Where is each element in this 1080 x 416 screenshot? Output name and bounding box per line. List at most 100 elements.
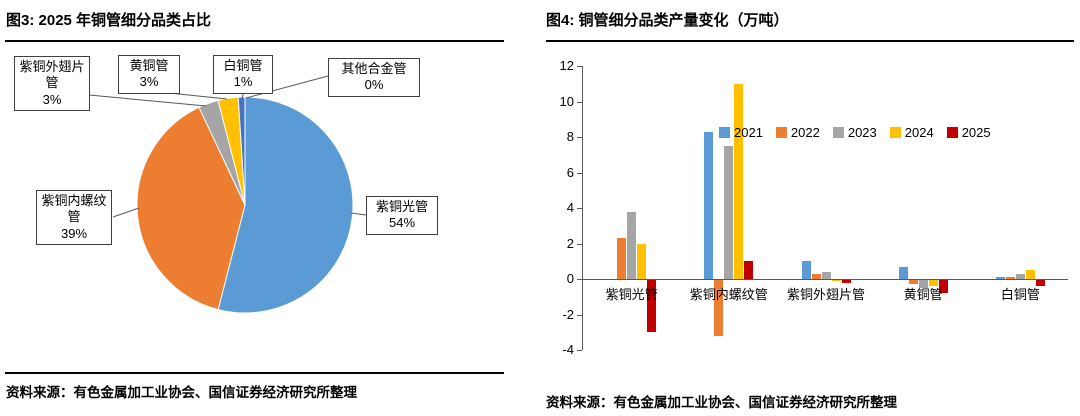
pie-callout-label: 紫铜内螺纹管 [41, 193, 107, 225]
pie-callout-value: 3% [42, 91, 62, 107]
bar-2021-4 [995, 277, 1005, 279]
pie-callout-inner-grooved-tube: 紫铜内螺纹管 39% [36, 190, 112, 245]
pie-callout-value: 1% [233, 74, 253, 90]
bar-2023-4 [1015, 273, 1025, 279]
y-tick-mark [577, 101, 582, 103]
bar-2025-0 [647, 279, 657, 333]
pie-slice-0 [217, 96, 354, 314]
y-tick-label: 0 [566, 271, 574, 286]
legend-swatch [775, 127, 787, 138]
pie-callout-value: 39% [60, 225, 88, 241]
legend-item-2022: 2022 [775, 125, 820, 140]
legend-swatch [832, 127, 844, 138]
y-tick-label: 2 [566, 235, 574, 251]
pie-callout-value: 54% [388, 215, 416, 231]
bar-2023-3 [918, 279, 928, 288]
y-tick-label: 6 [566, 164, 574, 180]
figure4-title: 图4: 铜管细分品类产量变化（万吨） [546, 12, 789, 29]
pie-callout-finned-copper-tube: 紫铜外翅片管 3% [14, 56, 90, 111]
legend-swatch [889, 127, 901, 138]
legend: 2021 2022 2023 2024 2025 [719, 125, 991, 140]
pie-callout-label: 紫铜外翅片管 [19, 59, 85, 91]
pie-callout-other-alloy-tube: 其他合金管 0% [328, 58, 420, 97]
pie-callout-value: 0% [364, 77, 384, 93]
figure3-title: 图3: 2025 年铜管细分品类占比 [6, 12, 212, 29]
x-axis-label: 紫铜光管 [605, 287, 658, 302]
legend-label: 2022 [790, 125, 820, 140]
y-tick-label: -4 [562, 342, 574, 357]
y-tick-mark [577, 66, 582, 67]
figure3-source: 资料来源：有色金属加工业协会、国信证券经济研究所整理 [6, 385, 357, 400]
figure3-bottom-rule [5, 372, 504, 374]
pie-callout-brass-tube: 黄铜管 3% [118, 55, 180, 94]
bar-2021-2 [801, 261, 811, 279]
legend-swatch [719, 127, 730, 138]
leader-line-other [245, 75, 329, 99]
pie-callout-label: 黄铜管 [129, 58, 169, 73]
y-tick-mark [577, 279, 582, 280]
y-tick-mark [577, 243, 582, 245]
legend-item-2023: 2023 [832, 125, 877, 140]
bar-2022-1 [714, 279, 724, 336]
y-tick-mark [577, 208, 582, 209]
bar-2022-0 [617, 238, 627, 279]
x-axis-label: 白铜管 [1000, 287, 1040, 302]
bar-2021-3 [898, 266, 908, 279]
figure3-panel: 图3: 2025 年铜管细分品类占比 紫铜外翅片管 3% 黄铜管 3% 白铜管 … [0, 0, 532, 416]
y-tick-label: 10 [559, 93, 574, 109]
y-tick-mark [577, 137, 582, 138]
bar-2024-3 [928, 279, 938, 287]
leader-line-finned [88, 94, 207, 107]
bar-2024-0 [637, 243, 647, 279]
bar-2022-2 [811, 273, 821, 279]
legend-item-2024: 2024 [889, 125, 934, 140]
legend-swatch [946, 127, 958, 138]
x-axis-label: 紫铜内螺纹管 [689, 287, 768, 302]
pie-callout-label: 紫铜光管 [375, 199, 428, 214]
x-axis-label: 黄铜管 [903, 287, 943, 302]
pie-callout-label: 白铜管 [223, 58, 263, 73]
bar-2023-0 [627, 211, 637, 279]
y-tick-label: -2 [562, 306, 574, 322]
bar-chart: 紫铜光管 紫铜内螺纹管 紫铜外翅片管 黄铜管 白铜管 2021 2022 2023 2024 20… [582, 66, 1068, 350]
pie-callout-label: 其他合金管 [341, 61, 407, 76]
legend-item-2025: 2025 [946, 125, 991, 140]
y-tick-label: 4 [566, 200, 574, 215]
figure3-title-rule [5, 40, 504, 42]
leader-line-plain [350, 212, 367, 216]
bar-2021-1 [704, 131, 714, 279]
figure4-panel: 图4: 铜管细分品类产量变化（万吨） 紫铜光管 紫铜内螺纹管 紫铜外翅片管 黄铜管 白铜… [540, 0, 1080, 416]
bar-2022-4 [1005, 277, 1015, 279]
bar-2024-4 [1025, 270, 1035, 279]
figure4-title-rule [546, 40, 1074, 42]
x-axis-line [583, 279, 1068, 280]
y-tick-label: 12 [559, 58, 574, 73]
bar-2024-1 [734, 83, 744, 279]
pie-callout-plain-copper-tube: 紫铜光管 54% [366, 196, 438, 235]
legend-label: 2025 [961, 125, 991, 140]
bar-2025-2 [841, 279, 851, 283]
bar-2025-1 [744, 261, 754, 279]
bar-2025-4 [1035, 279, 1045, 287]
legend-item-2021: 2021 [719, 125, 763, 140]
legend-label: 2023 [847, 125, 877, 140]
pie-callout-value: 3% [139, 74, 159, 90]
pie-slice-4 [237, 96, 246, 206]
y-tick-label: 8 [566, 129, 574, 144]
pie-slice-1 [136, 106, 246, 311]
y-tick-mark [577, 314, 582, 316]
figure4-source: 资料来源：有色金属加工业协会、国信证券经济研究所整理 [546, 395, 897, 410]
leader-line-grooved [112, 207, 140, 218]
pie-callout-cupronickel-tube: 白铜管 1% [213, 55, 273, 94]
y-tick-mark [577, 172, 582, 174]
bar-2022-3 [908, 279, 918, 285]
bar-2025-3 [938, 279, 948, 294]
legend-label: 2024 [904, 125, 934, 140]
pie-chart [88, 75, 367, 314]
x-axis-label: 紫铜外翅片管 [786, 287, 865, 302]
bar-2023-1 [724, 145, 734, 279]
bar-2023-2 [821, 271, 831, 279]
y-tick-mark [577, 350, 582, 351]
legend-label: 2021 [734, 125, 763, 140]
